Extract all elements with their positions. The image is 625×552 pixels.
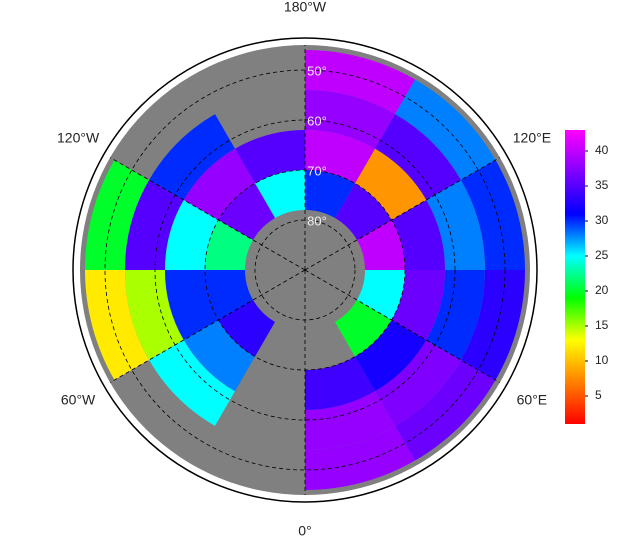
data-cell <box>183 320 255 392</box>
colorbar-tick-label: 10 <box>595 353 609 367</box>
longitude-label: 120°E <box>513 130 551 146</box>
data-cell <box>426 180 485 270</box>
latitude-label: 50° <box>307 63 327 78</box>
data-cell <box>85 270 150 380</box>
colorbar-tick-label: 5 <box>595 388 602 402</box>
colorbar-tick-label: 25 <box>595 248 609 262</box>
meridian <box>304 269 501 383</box>
data-cell <box>165 200 219 270</box>
data-cell <box>218 300 275 357</box>
data-cell <box>149 114 235 200</box>
latitude-circle <box>254 219 356 321</box>
data-cell <box>356 270 405 320</box>
data-cell <box>125 270 184 360</box>
meridian <box>109 269 306 383</box>
data-cell <box>391 200 445 270</box>
data-cell <box>335 183 392 240</box>
longitude-label: 60°E <box>517 392 548 408</box>
latitude-circle <box>154 119 456 421</box>
data-cell <box>375 114 461 200</box>
data-cell <box>305 50 415 115</box>
data-cell <box>305 170 355 219</box>
longitude-label: 60°W <box>61 392 96 408</box>
colorbar-tick-label: 40 <box>595 143 609 157</box>
data-cell <box>205 270 254 320</box>
data-cell <box>125 180 184 270</box>
data-cell <box>305 356 375 410</box>
colorbar-tick-label: 35 <box>595 178 609 192</box>
meridian <box>304 157 501 271</box>
data-cell <box>375 340 461 426</box>
data-cell <box>460 160 525 270</box>
colorbar <box>565 130 585 424</box>
data-cell <box>218 183 275 240</box>
colorbar-tick-label: 30 <box>595 213 609 227</box>
meridian <box>109 157 306 271</box>
data-cell <box>335 300 392 357</box>
data-cell <box>183 148 255 220</box>
data-cell <box>395 79 496 180</box>
data-cell <box>395 360 496 461</box>
data-cell <box>305 391 395 450</box>
colorbar-tick-label: 15 <box>595 318 609 332</box>
longitude-label: 120°W <box>57 130 100 146</box>
data-cell <box>426 270 485 360</box>
data-cell <box>305 90 395 149</box>
data-cell <box>149 340 235 426</box>
data-cell <box>235 130 305 184</box>
data-cell <box>356 220 405 270</box>
latitude-circle <box>204 169 406 371</box>
data-cell <box>255 170 305 219</box>
data-cell <box>355 320 427 392</box>
data-cell <box>355 148 427 220</box>
latitude-label: 60° <box>307 113 327 128</box>
data-cell <box>460 270 525 380</box>
longitude-label: 180°W <box>284 0 327 15</box>
data-cell <box>305 130 375 184</box>
data-cell <box>205 220 254 270</box>
data-cell <box>391 270 445 340</box>
latitude-label: 80° <box>307 213 327 228</box>
latitude-circle <box>104 69 506 471</box>
latitude-label: 70° <box>307 163 327 178</box>
data-cell <box>85 160 150 270</box>
data-cell <box>305 425 415 490</box>
longitude-label: 0° <box>298 523 311 539</box>
data-cell <box>165 270 219 340</box>
colorbar-tick-label: 20 <box>595 283 609 297</box>
